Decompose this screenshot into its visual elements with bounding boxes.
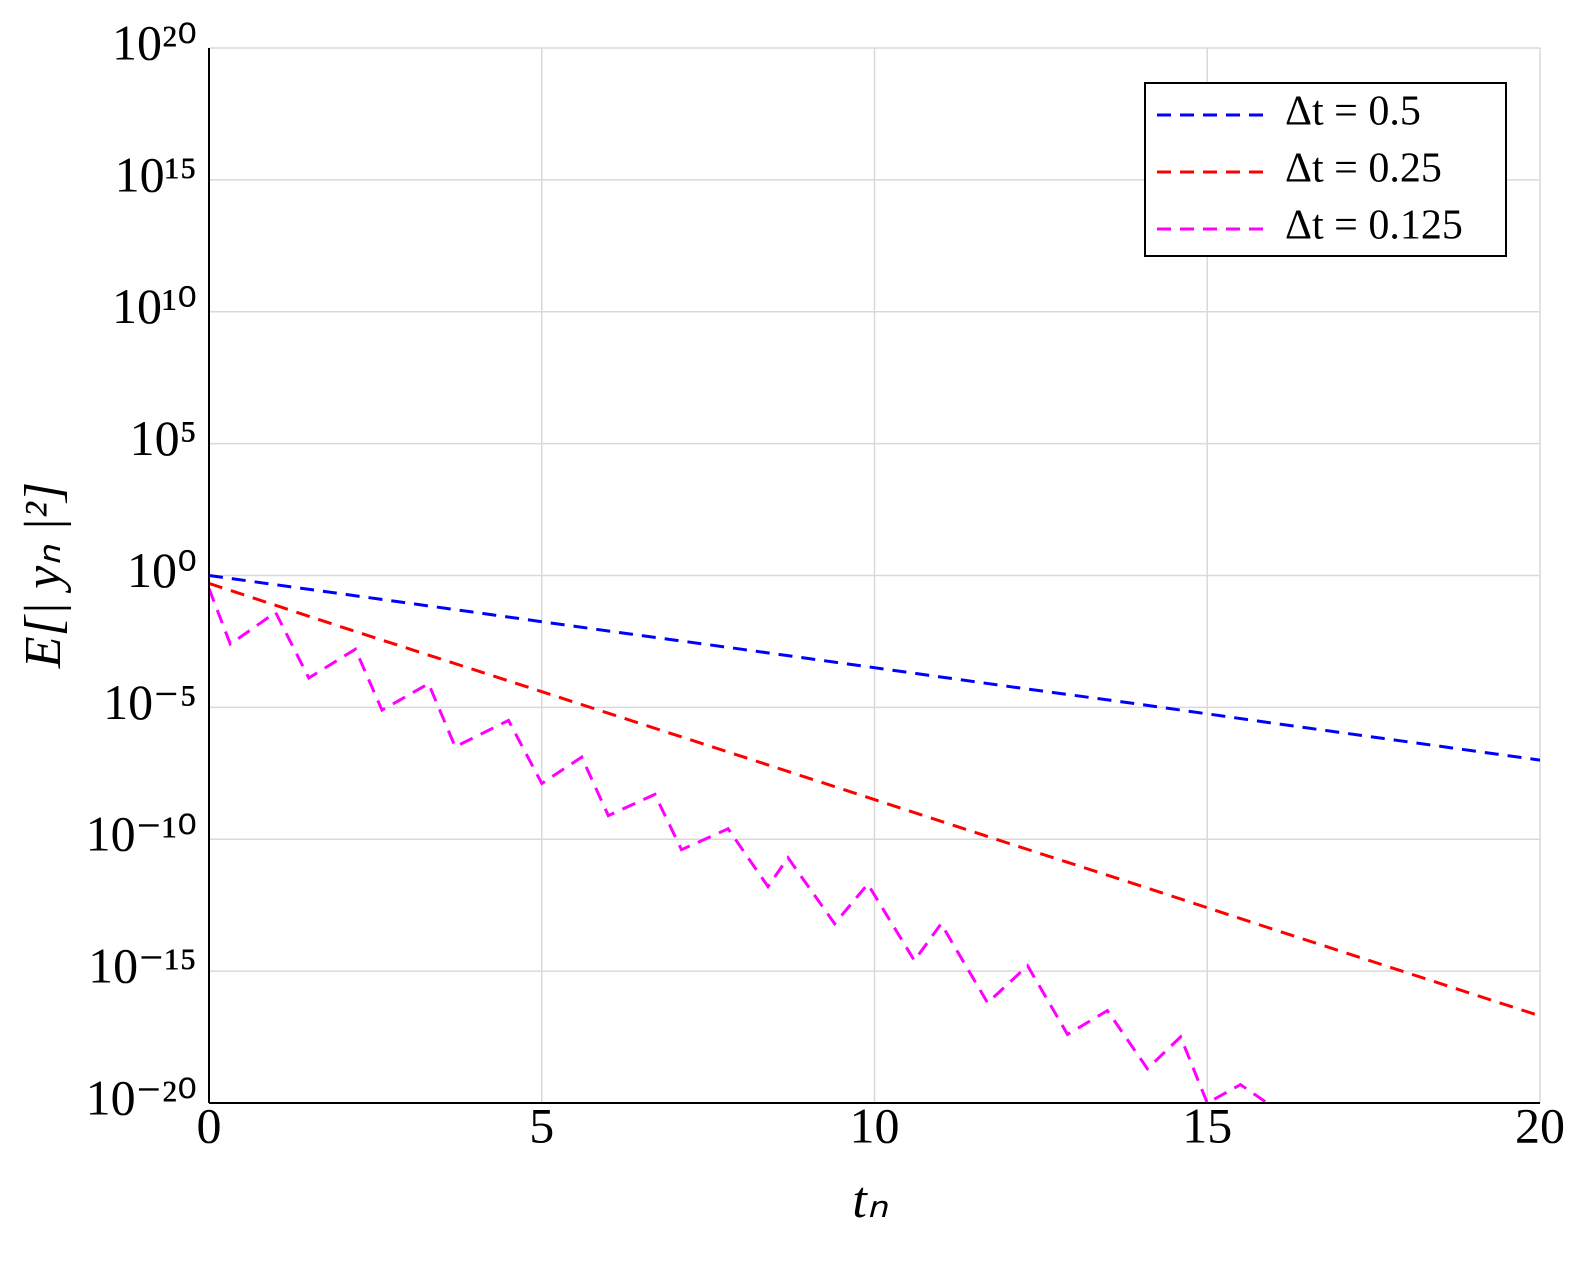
- x-tick-label: 10: [850, 1097, 900, 1153]
- data-line: [209, 581, 1540, 1018]
- x-axis-label: tₙ: [852, 1172, 888, 1229]
- y-tick-label: 10²⁰: [112, 14, 197, 70]
- plot-area: [209, 574, 1540, 1103]
- legend-label: Δt = 0.125: [1285, 203, 1463, 249]
- legend-box: [1144, 82, 1507, 257]
- legend-label: Δt = 0.5: [1285, 89, 1421, 135]
- x-tick-label: 5: [529, 1097, 554, 1153]
- legend: Δt = 0.5 Δt = 0.25 Δt = 0.125: [1144, 82, 1507, 257]
- y-axis-label: E[| yₙ |²]: [15, 482, 72, 669]
- data-line: [209, 574, 1540, 762]
- data-line: [209, 588, 1268, 1103]
- y-tick-label: 10¹⁵: [115, 146, 197, 202]
- y-tick-label: 10⁵: [130, 410, 197, 466]
- x-tick-label: 20: [1515, 1097, 1565, 1153]
- x-tick-label: 15: [1182, 1097, 1232, 1153]
- y-tick-label: 10¹⁰: [112, 278, 197, 334]
- y-tick-label: 10⁻²⁰: [86, 1069, 197, 1125]
- y-tick-label: 10⁻¹⁵: [88, 938, 197, 994]
- y-tick-label: 10⁻⁵: [103, 674, 197, 730]
- y-tick-label: 10⁰: [127, 542, 197, 598]
- x-tick-label: 0: [197, 1097, 222, 1153]
- y-tick-label: 10⁻¹⁰: [86, 806, 197, 862]
- legend-label: Δt = 0.25: [1285, 146, 1442, 192]
